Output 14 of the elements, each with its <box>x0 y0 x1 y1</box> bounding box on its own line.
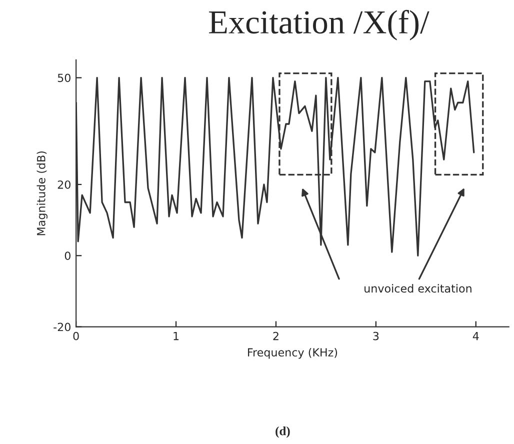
y-tick-label: 50 <box>58 74 70 82</box>
y-tick-label: -20 <box>54 322 70 332</box>
x-tick-label: 4 <box>472 332 479 340</box>
x-tick-label: 3 <box>373 332 379 340</box>
x-tick-label: 1 <box>174 332 179 340</box>
text: (d) <box>276 426 290 438</box>
chart-title: Excitation /X(f)/ <box>209 10 430 40</box>
y-axis-title: Magnitude (dB) <box>36 151 48 236</box>
y-tick-label: 0 <box>64 252 70 260</box>
y-tick-label: 20 <box>58 180 70 189</box>
annotation: unvoiced excitation <box>364 284 472 293</box>
x-axis-title: Frequency (KHz) <box>248 348 338 359</box>
x-tick-label: 0 <box>73 332 79 340</box>
x-tick-label: 2 <box>273 332 278 340</box>
